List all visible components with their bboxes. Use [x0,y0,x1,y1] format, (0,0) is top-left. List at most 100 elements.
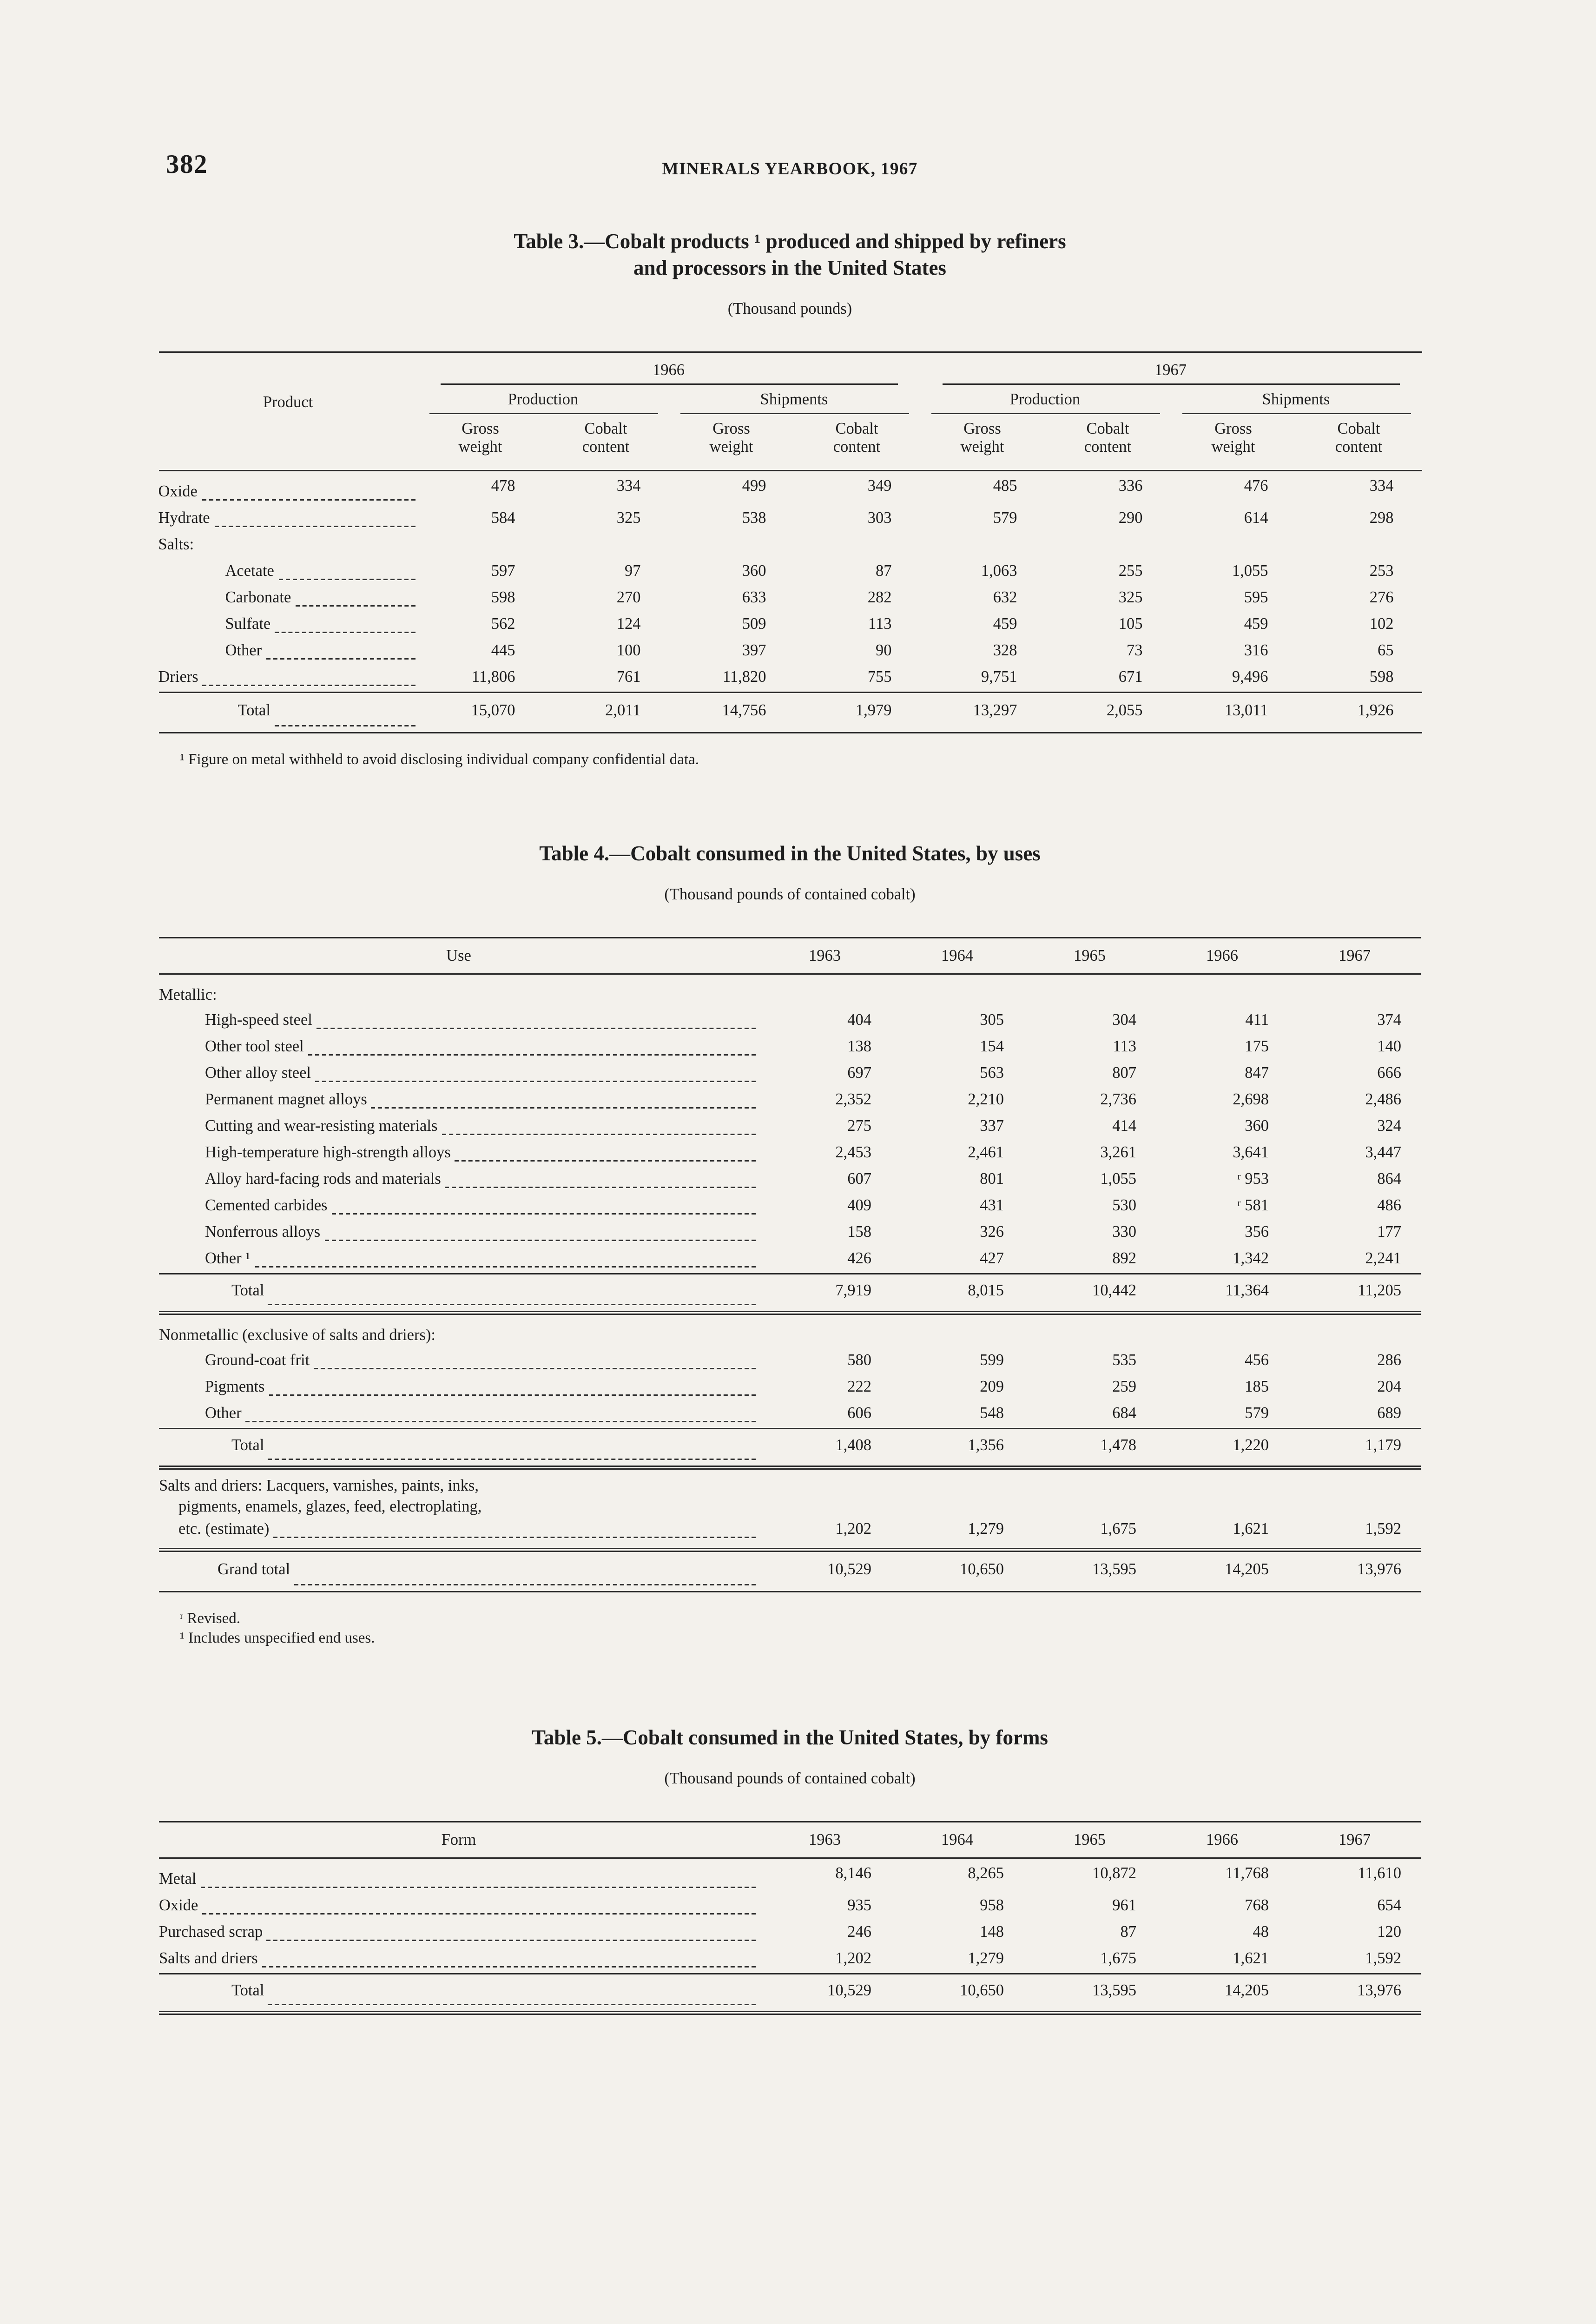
leader-line [267,1920,756,1947]
year-column-header: 1964 [891,938,1023,975]
column-header: Gross weight [919,414,1045,471]
row-label: Salts and driers [159,1947,758,1974]
cell-value: 1,592 [1365,1951,1401,1967]
cell-value: 148 [980,1924,1004,1941]
label-flex: Nonferrous alloys [159,1220,758,1247]
row-label: Salts and driers: Lacquers, varnishes, p… [159,1467,758,1552]
label-text: Oxide [159,1898,198,1915]
cell-value: 614 [1244,510,1268,527]
label-flex: Pigments [159,1375,758,1401]
cell-value: 892 [1112,1251,1136,1268]
table4-title: Table 4.—Cobalt consumed in the United S… [539,844,1041,866]
leader-line [442,1114,756,1141]
cell-value: 1,979 [794,692,920,733]
label-text: Salts and driers [159,1951,258,1967]
cell-value: 113 [868,616,892,633]
cell-value [1156,974,1288,1009]
label-flex: Acetate [158,559,418,586]
label-text: Nonferrous alloys [205,1224,321,1241]
year-column-header: 1966 [1156,1822,1288,1859]
cell-value: 2,241 [1365,1251,1401,1268]
row-label: Acetate [158,559,418,586]
cell-value: 548 [980,1406,1004,1422]
label-text: Driers [158,669,198,686]
year-header-row: 1966 1967 [158,352,1422,385]
cell-value: 324 [1377,1118,1401,1135]
cell-value: 538 [742,510,766,527]
measure-header-row: Gross weight Cobalt content Gross weight… [158,414,1422,471]
table3-section: Table 3.—Cobalt products ¹ produced and … [158,230,1422,770]
cell-value: 671 [1118,669,1143,686]
cell-value: 961 [1112,1898,1136,1915]
cell-value: 3,447 [1365,1145,1401,1162]
cell-value: 1,055 [1100,1171,1136,1188]
cell-value: 1,179 [1288,1428,1421,1470]
cell-value: 562 [491,616,515,633]
cell-value: 10,529 [758,1973,891,2015]
cell-value: 275 [847,1118,871,1135]
row-label: Carbonate [158,586,418,612]
table3-row: Sulfate 562 124 509 113 459 105 459 102 [158,612,1422,639]
cell-value: 633 [742,590,766,607]
table4: Use 1963 1964 1965 1966 1967 Metallic: Hi… [159,937,1421,1592]
label-flex: Other alloy steel [159,1061,758,1088]
table3-body: Oxide 478 334 499 349 485 336 476 334 Hydrate 584 3… [158,471,1422,733]
cell-value: 456 [1245,1353,1269,1369]
table4-row: Total 7,919 8,015 10,442 11,364 11,205 [159,1273,1421,1315]
cell-value: 2,698 [1233,1092,1269,1109]
table5-title: Table 5.—Cobalt consumed in the United S… [532,1728,1048,1750]
leader-line [324,1220,756,1247]
cell-value: 689 [1377,1406,1401,1422]
leader-line [269,1375,756,1401]
cell-value: 13,595 [1092,1562,1136,1578]
table4-row: Alloy hard-facing rods and materials 607 8… [159,1167,1421,1194]
leader-line [274,693,415,732]
cell-value: 334 [616,478,641,495]
cell-value [891,1313,1023,1349]
label-text: Nonmetallic (exclusive of salts and drie… [159,1327,435,1344]
row-label: Nonferrous alloys [159,1220,758,1247]
subgroup-production-1967: Production [920,385,1171,414]
cell-value: 282 [867,590,892,607]
cell-value: 1,202 [758,1467,891,1552]
year-column-header: 1963 [758,1822,891,1859]
cell-value: 11,806 [471,669,515,686]
label-flex: Alloy hard-facing rods and materials [159,1167,758,1194]
column-header: Gross weight [417,414,543,471]
label-text: Grand total [218,1562,290,1578]
cell-value: 414 [1112,1118,1136,1135]
subgroup-label: Production [429,385,658,414]
label-text: etc. (estimate) [178,1521,270,1538]
cell-value: 9,751 [981,669,1017,686]
cell-value: 599 [980,1353,1004,1369]
table5-row: Oxide 935 958 961 768 654 [159,1894,1421,1920]
cell-value: 97 [625,563,641,580]
cell-value: 654 [1377,1898,1401,1915]
cell-value: 1,202 [835,1951,871,1967]
leader-line [273,1517,756,1544]
label-flex: Grand total [159,1552,758,1591]
year-label-1967: 1967 [942,353,1399,385]
cell-value: 584 [491,510,515,527]
cell-value: 2,011 [543,692,669,733]
cell-value: 1,478 [1023,1428,1156,1470]
cell-value: 328 [993,643,1017,660]
cell-value: ʳ 953 [1237,1171,1269,1188]
leader-line [214,506,415,533]
table4-row: Other 606 548 684 579 689 [159,1401,1421,1429]
footnote-unspecified: ¹ Includes unspecified end uses. [180,1630,375,1647]
cell-value: 9,496 [1232,669,1268,686]
table3: 1966 1967 Product Production Shipments P… [158,351,1422,733]
label-flex: Metallic: [159,980,758,1008]
cell-value: 204 [1377,1379,1401,1396]
cell-value: 13,976 [1357,1562,1401,1578]
cell-value: 87 [1120,1924,1137,1941]
table3-row: Hydrate 584 325 538 303 579 290 614 298 [158,506,1422,533]
cell-value: 459 [993,616,1017,633]
row-label: Oxide [158,471,418,507]
cell-value: 73 [1127,643,1143,660]
row-label: Metal [159,1858,758,1894]
subgroup-label: Shipments [1181,385,1411,414]
label-text: Permanent magnet alloys [205,1092,367,1109]
cell-value: 222 [847,1379,871,1396]
